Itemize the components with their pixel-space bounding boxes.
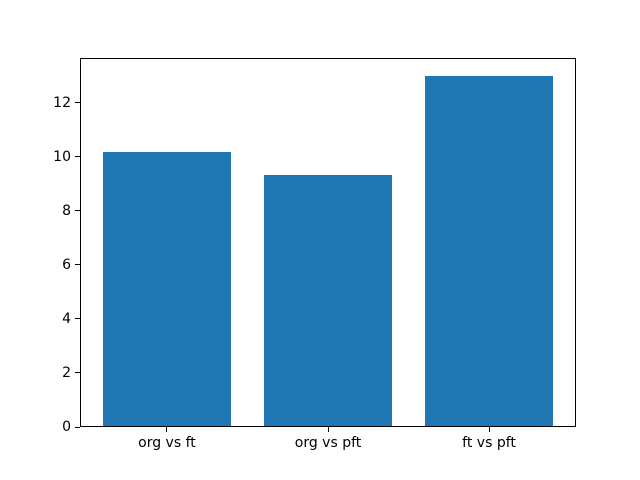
x-axis-tick	[166, 427, 168, 432]
y-tick-label: 4	[62, 310, 71, 327]
bar-org-vs-pft	[263, 174, 393, 426]
x-axis-tick	[488, 427, 490, 432]
plot-area	[80, 58, 576, 427]
y-axis-tick	[75, 318, 80, 320]
y-tick-label: 2	[62, 364, 71, 381]
y-tick-label: 8	[62, 202, 71, 219]
x-tick-label: ft vs pft	[462, 435, 516, 451]
x-tick-label: org vs ft	[138, 435, 196, 451]
y-axis-tick	[75, 156, 80, 158]
y-tick-label: 0	[62, 419, 71, 435]
y-tick-label: 6	[62, 256, 71, 273]
x-axis-tick	[327, 427, 329, 432]
x-tick-label: org vs pft	[294, 435, 362, 451]
y-axis-tick	[75, 264, 80, 266]
y-axis-tick	[75, 372, 80, 374]
y-tick-label: 12	[53, 94, 71, 111]
bar-ft-vs-pft	[424, 76, 554, 426]
y-axis-tick	[75, 426, 80, 428]
y-axis-tick	[75, 102, 80, 104]
y-tick-label: 10	[53, 148, 71, 165]
bar-org-vs-ft	[102, 151, 232, 426]
y-axis-tick	[75, 210, 80, 212]
